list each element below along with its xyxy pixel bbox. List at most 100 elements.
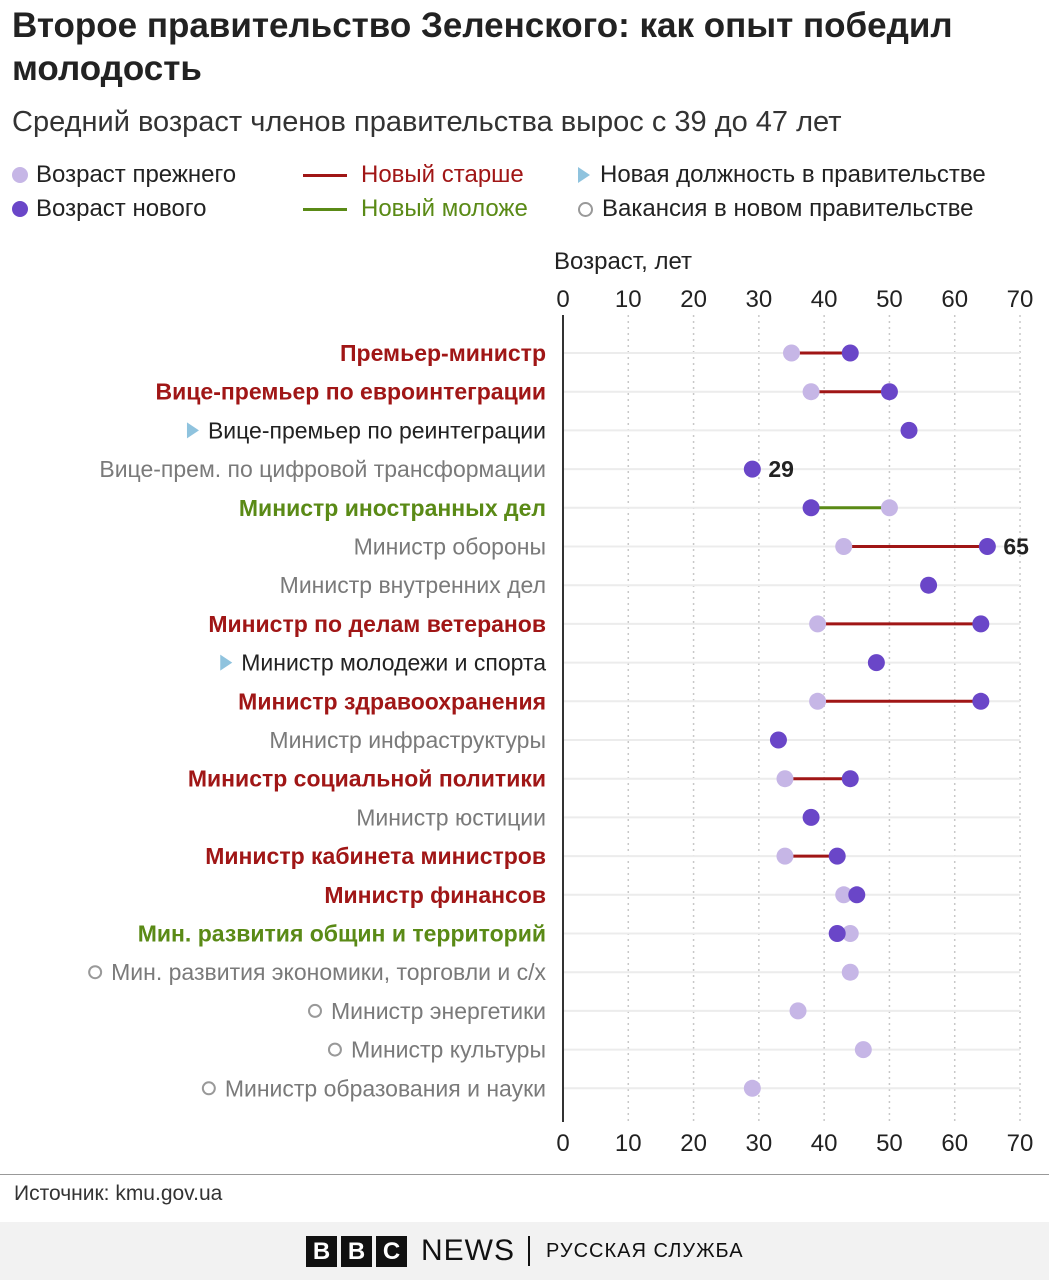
source-note: Источник: kmu.gov.ua: [14, 1182, 223, 1205]
prev-age-dot: [880, 499, 898, 517]
row-label: Министр молодежи и спорта: [241, 650, 546, 676]
row-label: Министр инфраструктуры: [269, 727, 546, 753]
row-label: Вице-премьер по реинтеграции: [208, 417, 546, 443]
new-age-dot: [848, 886, 866, 904]
prev-age-dot: [776, 847, 794, 865]
new-age-dot: [828, 847, 846, 865]
legend-younger-line: [303, 207, 347, 211]
x-tick-label-bottom: 70: [1007, 1130, 1034, 1157]
prev-age-dot: [841, 925, 859, 942]
triangle-icon: [186, 422, 199, 439]
footer-bar: [0, 1222, 1049, 1280]
x-tick-label-top: 70: [1007, 286, 1034, 313]
prev-age-dot: [835, 886, 853, 904]
chart-subtitle: Средний возраст членов правительства выр…: [12, 106, 842, 138]
row-label: Министр социальной политики: [188, 766, 546, 792]
row-label: Министр кабинета министров: [205, 843, 546, 869]
chart-title: Второе правительство Зеленского: как опы…: [12, 6, 953, 88]
prev-age-dot: [789, 1002, 807, 1020]
x-tick-label-bottom: 40: [811, 1130, 838, 1157]
row-label: Министр внутренних дел: [280, 572, 546, 598]
value-annotation: 29: [768, 456, 794, 482]
new-age-dot: [978, 538, 996, 555]
value-annotation: 65: [1003, 534, 1029, 560]
legend-new-dot: [12, 201, 28, 217]
new-age-dot: [828, 925, 846, 942]
legend-new-post-label: Новая должность в правительстве: [600, 161, 986, 188]
row-label: Мин. развития общин и территорий: [138, 921, 546, 947]
row-label: Министр здравоохранения: [238, 688, 546, 714]
circle-outline-icon: [88, 965, 103, 980]
new-age-dot: [867, 654, 885, 672]
row-label: Мин. развития экономики, торговли и с/х: [111, 959, 546, 985]
row-label: Министр по делам ветеранов: [208, 611, 546, 637]
x-axis-title: Возраст, лет: [554, 248, 692, 275]
service-name: РУССКАЯ СЛУЖБА: [546, 1240, 744, 1262]
x-tick-label-bottom: 0: [556, 1130, 569, 1157]
legend-prev-dot: [12, 167, 28, 183]
legend-vacancy: Вакансия в новом правительстве: [578, 195, 974, 223]
legend-younger: Новый моложе: [303, 195, 528, 223]
row-label: Министр энергетики: [331, 998, 546, 1024]
legend-new: Возраст нового: [12, 195, 206, 223]
dumbbell-chart: 0 0 10 10 20 20 30 30 40 40 50 50 60 60 70 70 Премьер-ми…: [88, 286, 1034, 1157]
prev-age-dot: [743, 1079, 761, 1097]
triangle-icon: [220, 654, 233, 671]
prev-age-dot: [809, 692, 827, 710]
x-tick-label-top: 40: [811, 286, 838, 313]
prev-age-dot: [854, 1041, 872, 1059]
row-label: Министр финансов: [324, 882, 546, 908]
legend-vacancy-label: Вакансия в новом правительстве: [602, 195, 974, 222]
bbc-logo-letter: C: [376, 1236, 407, 1267]
divider: [0, 1174, 1049, 1175]
circle-outline-icon: [201, 1081, 216, 1096]
new-age-dot: [920, 576, 938, 594]
new-age-dot: [769, 731, 787, 749]
prev-age-dot: [809, 615, 827, 633]
legend-new-post: Новая должность в правительстве: [578, 161, 986, 189]
x-tick-label-top: 30: [746, 286, 773, 313]
x-tick-label-top: 50: [876, 286, 903, 313]
row-label: Министр обороны: [354, 534, 546, 560]
prev-age-dot: [802, 383, 820, 401]
bbc-logo: B B C: [306, 1236, 407, 1267]
bbc-logo-letter: B: [306, 1236, 337, 1267]
prev-age-dot: [776, 770, 794, 788]
triangle-icon: [578, 167, 590, 183]
circle-outline-icon: [308, 1003, 322, 1018]
x-tick-label-bottom: 30: [746, 1130, 773, 1157]
row-label: Вице-премьер по евроинтеграции: [156, 379, 546, 405]
row-label: Премьер-министр: [340, 340, 546, 366]
x-tick-label-top: 0: [556, 286, 569, 313]
new-age-dot: [841, 344, 859, 362]
legend-younger-label: Новый моложе: [361, 195, 528, 222]
legend-older: Новый старше: [303, 161, 524, 189]
new-age-dot: [880, 383, 898, 401]
circle-outline-icon: [327, 1042, 342, 1057]
new-age-dot: [802, 499, 820, 517]
row-label: Министр образования и науки: [225, 1075, 546, 1101]
x-tick-label-bottom: 20: [680, 1130, 707, 1157]
prev-age-dot: [783, 344, 800, 362]
news-wordmark: NEWS: [421, 1234, 515, 1267]
circle-outline-icon: [578, 201, 593, 217]
x-tick-label-top: 10: [615, 286, 642, 313]
new-age-dot: [972, 615, 990, 633]
row-label: Министр культуры: [351, 1037, 546, 1063]
legend-older-line: [303, 173, 347, 177]
row-label: Министр иностранных дел: [239, 495, 546, 521]
new-age-dot: [900, 421, 918, 439]
x-tick-label-bottom: 50: [876, 1130, 903, 1157]
footer-separator: [528, 1236, 530, 1266]
prev-age-dot: [835, 538, 853, 555]
x-tick-label-top: 20: [680, 286, 707, 313]
x-tick-label-top: 60: [941, 286, 968, 313]
row-label: Министр юстиции: [356, 804, 546, 830]
legend-new-label: Возраст нового: [36, 195, 207, 222]
legend-prev-label: Возраст прежнего: [36, 161, 237, 188]
new-age-dot: [802, 808, 820, 826]
new-age-dot: [972, 692, 990, 710]
bbc-logo-letter: B: [341, 1236, 372, 1267]
x-tick-label-bottom: 60: [941, 1130, 968, 1157]
x-tick-label-bottom: 10: [615, 1130, 642, 1157]
